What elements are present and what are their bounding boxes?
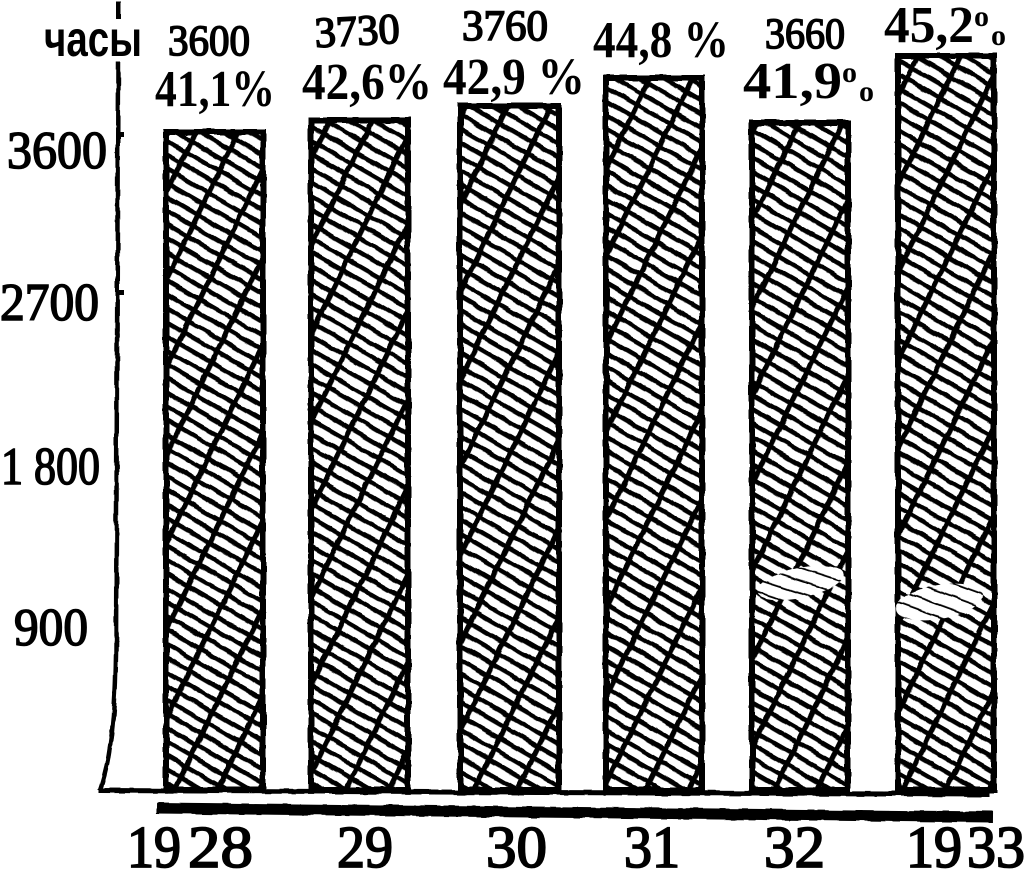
svg-text:3600: 3600 [168,18,250,65]
svg-text:45,2оо: 45,2оо [884,0,1006,54]
svg-text:3660: 3660 [765,11,845,58]
svg-text:3730: 3730 [313,6,400,57]
svg-text:19: 19 [127,814,181,874]
svg-text:41,9оо: 41,9оо [743,53,874,110]
svg-text:2700: 2700 [0,274,99,332]
svg-text:33: 33 [967,814,1025,874]
svg-text:42,6%: 42,6% [302,54,432,111]
svg-text:900: 900 [14,599,88,657]
svg-text:1 800: 1 800 [1,438,100,496]
svg-text:28: 28 [188,814,253,874]
svg-text:41,1%: 41,1% [155,61,275,118]
svg-text:часы: часы [44,11,142,67]
svg-text:42,9 %: 42,9 % [443,49,585,106]
svg-text:32: 32 [764,814,825,874]
svg-text:31: 31 [624,814,680,874]
svg-text:19: 19 [906,814,962,874]
svg-text:3760: 3760 [462,3,548,50]
svg-text:30: 30 [486,814,547,874]
svg-text:29: 29 [337,814,393,874]
svg-text:3600: 3600 [7,122,107,180]
svg-text:44,8 %: 44,8 % [593,12,729,69]
